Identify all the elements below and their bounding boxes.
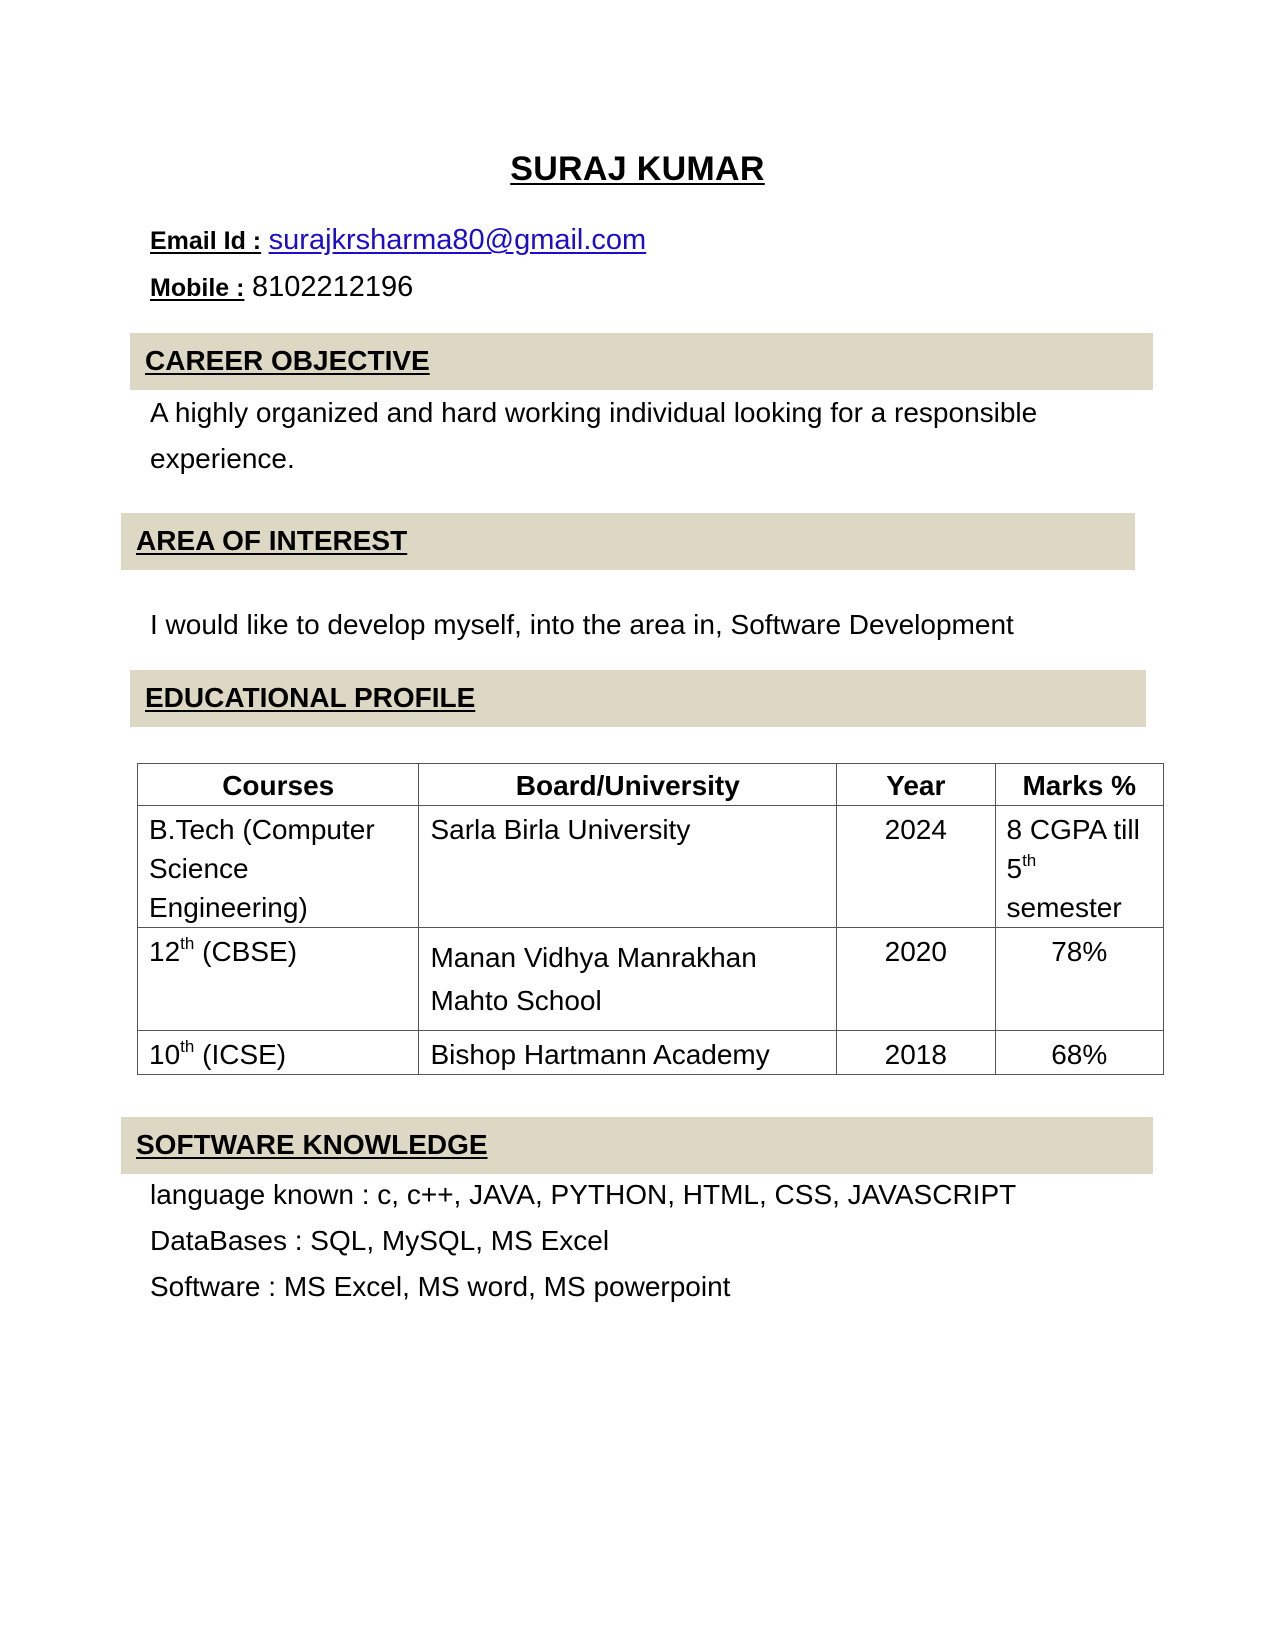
education-table: Courses Board/University Year Marks % B.…: [136, 763, 1164, 1075]
marks-number: 5: [1006, 853, 1023, 884]
area-of-interest-header: AREA OF INTEREST: [121, 513, 1135, 570]
course-board-type: (CBSE): [194, 936, 298, 967]
educational-profile-title: EDUCATIONAL PROFILE: [145, 682, 476, 713]
table-row: B.Tech (Computer Science Engineering) Sa…: [136, 805, 1164, 928]
header-year: Year: [836, 763, 996, 806]
board-cell: Sarla Birla University: [418, 805, 838, 928]
board-cell: Manan Vidhya Manrakhan Mahto School: [418, 927, 838, 1031]
board-text: Bishop Hartmann Academy: [430, 1039, 770, 1070]
year-cell: 2024: [836, 805, 996, 928]
year-text: 2018: [884, 1039, 947, 1070]
course-text: 10th (ICSE): [149, 1035, 407, 1074]
course-text: Science: [149, 853, 249, 884]
resume-name: SURAJ KUMAR: [510, 150, 765, 188]
marks-cell: 8 CGPA till 5th semester: [994, 805, 1164, 928]
course-text: Engineering): [149, 892, 308, 923]
board-text: Sarla Birla University: [430, 814, 691, 845]
software-knowledge-list: language known : c, c++, JAVA, PYTHON, H…: [150, 1172, 1016, 1310]
marks-cell: 68%: [994, 1030, 1164, 1075]
mobile-number: 8102212196: [251, 271, 414, 303]
mobile-row: Mobile : 8102212196: [150, 271, 413, 304]
course-board-type: (ICSE): [194, 1039, 287, 1070]
course-cell: B.Tech (Computer Science Engineering): [136, 805, 420, 928]
year-text: 2024: [884, 814, 947, 845]
marks-text: semester: [1006, 892, 1122, 923]
marks-superscript: th: [1022, 851, 1037, 870]
course-text: 12th (CBSE): [149, 932, 407, 971]
software-knowledge-header: SOFTWARE KNOWLEDGE: [121, 1117, 1153, 1174]
marks-text: 68%: [1051, 1039, 1108, 1070]
marks-text: 78%: [1051, 936, 1108, 967]
software-knowledge-title: SOFTWARE KNOWLEDGE: [136, 1129, 488, 1160]
board-text: Manan Vidhya Manrakhan: [430, 942, 757, 973]
career-objective-text: A highly organized and hard working indi…: [150, 390, 1037, 482]
header-marks: Marks %: [994, 763, 1164, 806]
marks-cell: 78%: [994, 927, 1164, 1031]
course-text: B.Tech (Computer: [149, 814, 375, 845]
table-row: 12th (CBSE) Manan Vidhya Manrakhan Mahto…: [136, 927, 1164, 1031]
mobile-label: Mobile :: [150, 274, 245, 302]
marks-text: 5th: [1007, 849, 1153, 888]
career-objective-line-2: experience.: [150, 443, 295, 474]
marks-text: 8 CGPA till: [1006, 814, 1140, 845]
header-board-university: Board/University: [418, 763, 838, 806]
email-row: Email Id : surajkrsharma80@gmail.com: [150, 224, 646, 257]
career-objective-line-1: A highly organized and hard working indi…: [150, 397, 1038, 428]
area-of-interest-title: AREA OF INTEREST: [136, 525, 408, 556]
career-objective-header: CAREER OBJECTIVE: [130, 333, 1153, 390]
email-label: Email Id :: [150, 227, 262, 255]
course-superscript: th: [180, 934, 195, 953]
course-cell: 12th (CBSE): [136, 927, 420, 1031]
year-cell: 2020: [836, 927, 996, 1031]
board-cell: Bishop Hartmann Academy: [418, 1030, 838, 1075]
area-of-interest-text: I would like to develop myself, into the…: [150, 609, 1014, 640]
table-row: 10th (ICSE) Bishop Hartmann Academy 2018…: [136, 1030, 1164, 1075]
year-text: 2020: [884, 936, 947, 967]
course-cell: 10th (ICSE): [136, 1030, 420, 1075]
email-link[interactable]: surajkrsharma80@gmail.com: [268, 224, 647, 256]
course-number: 10: [149, 1039, 181, 1070]
header-courses: Courses: [136, 763, 420, 806]
course-superscript: th: [180, 1037, 195, 1056]
software-known: Software : MS Excel, MS word, MS powerpo…: [150, 1271, 731, 1302]
databases-known: DataBases : SQL, MySQL, MS Excel: [150, 1225, 610, 1256]
educational-profile-header: EDUCATIONAL PROFILE: [130, 670, 1146, 727]
languages-known: language known : c, c++, JAVA, PYTHON, H…: [150, 1179, 1017, 1210]
year-cell: 2018: [836, 1030, 996, 1075]
board-text: Mahto School: [430, 985, 602, 1016]
education-table-header-row: Courses Board/University Year Marks %: [136, 763, 1164, 806]
course-number: 12: [149, 936, 181, 967]
career-objective-title: CAREER OBJECTIVE: [145, 345, 430, 376]
